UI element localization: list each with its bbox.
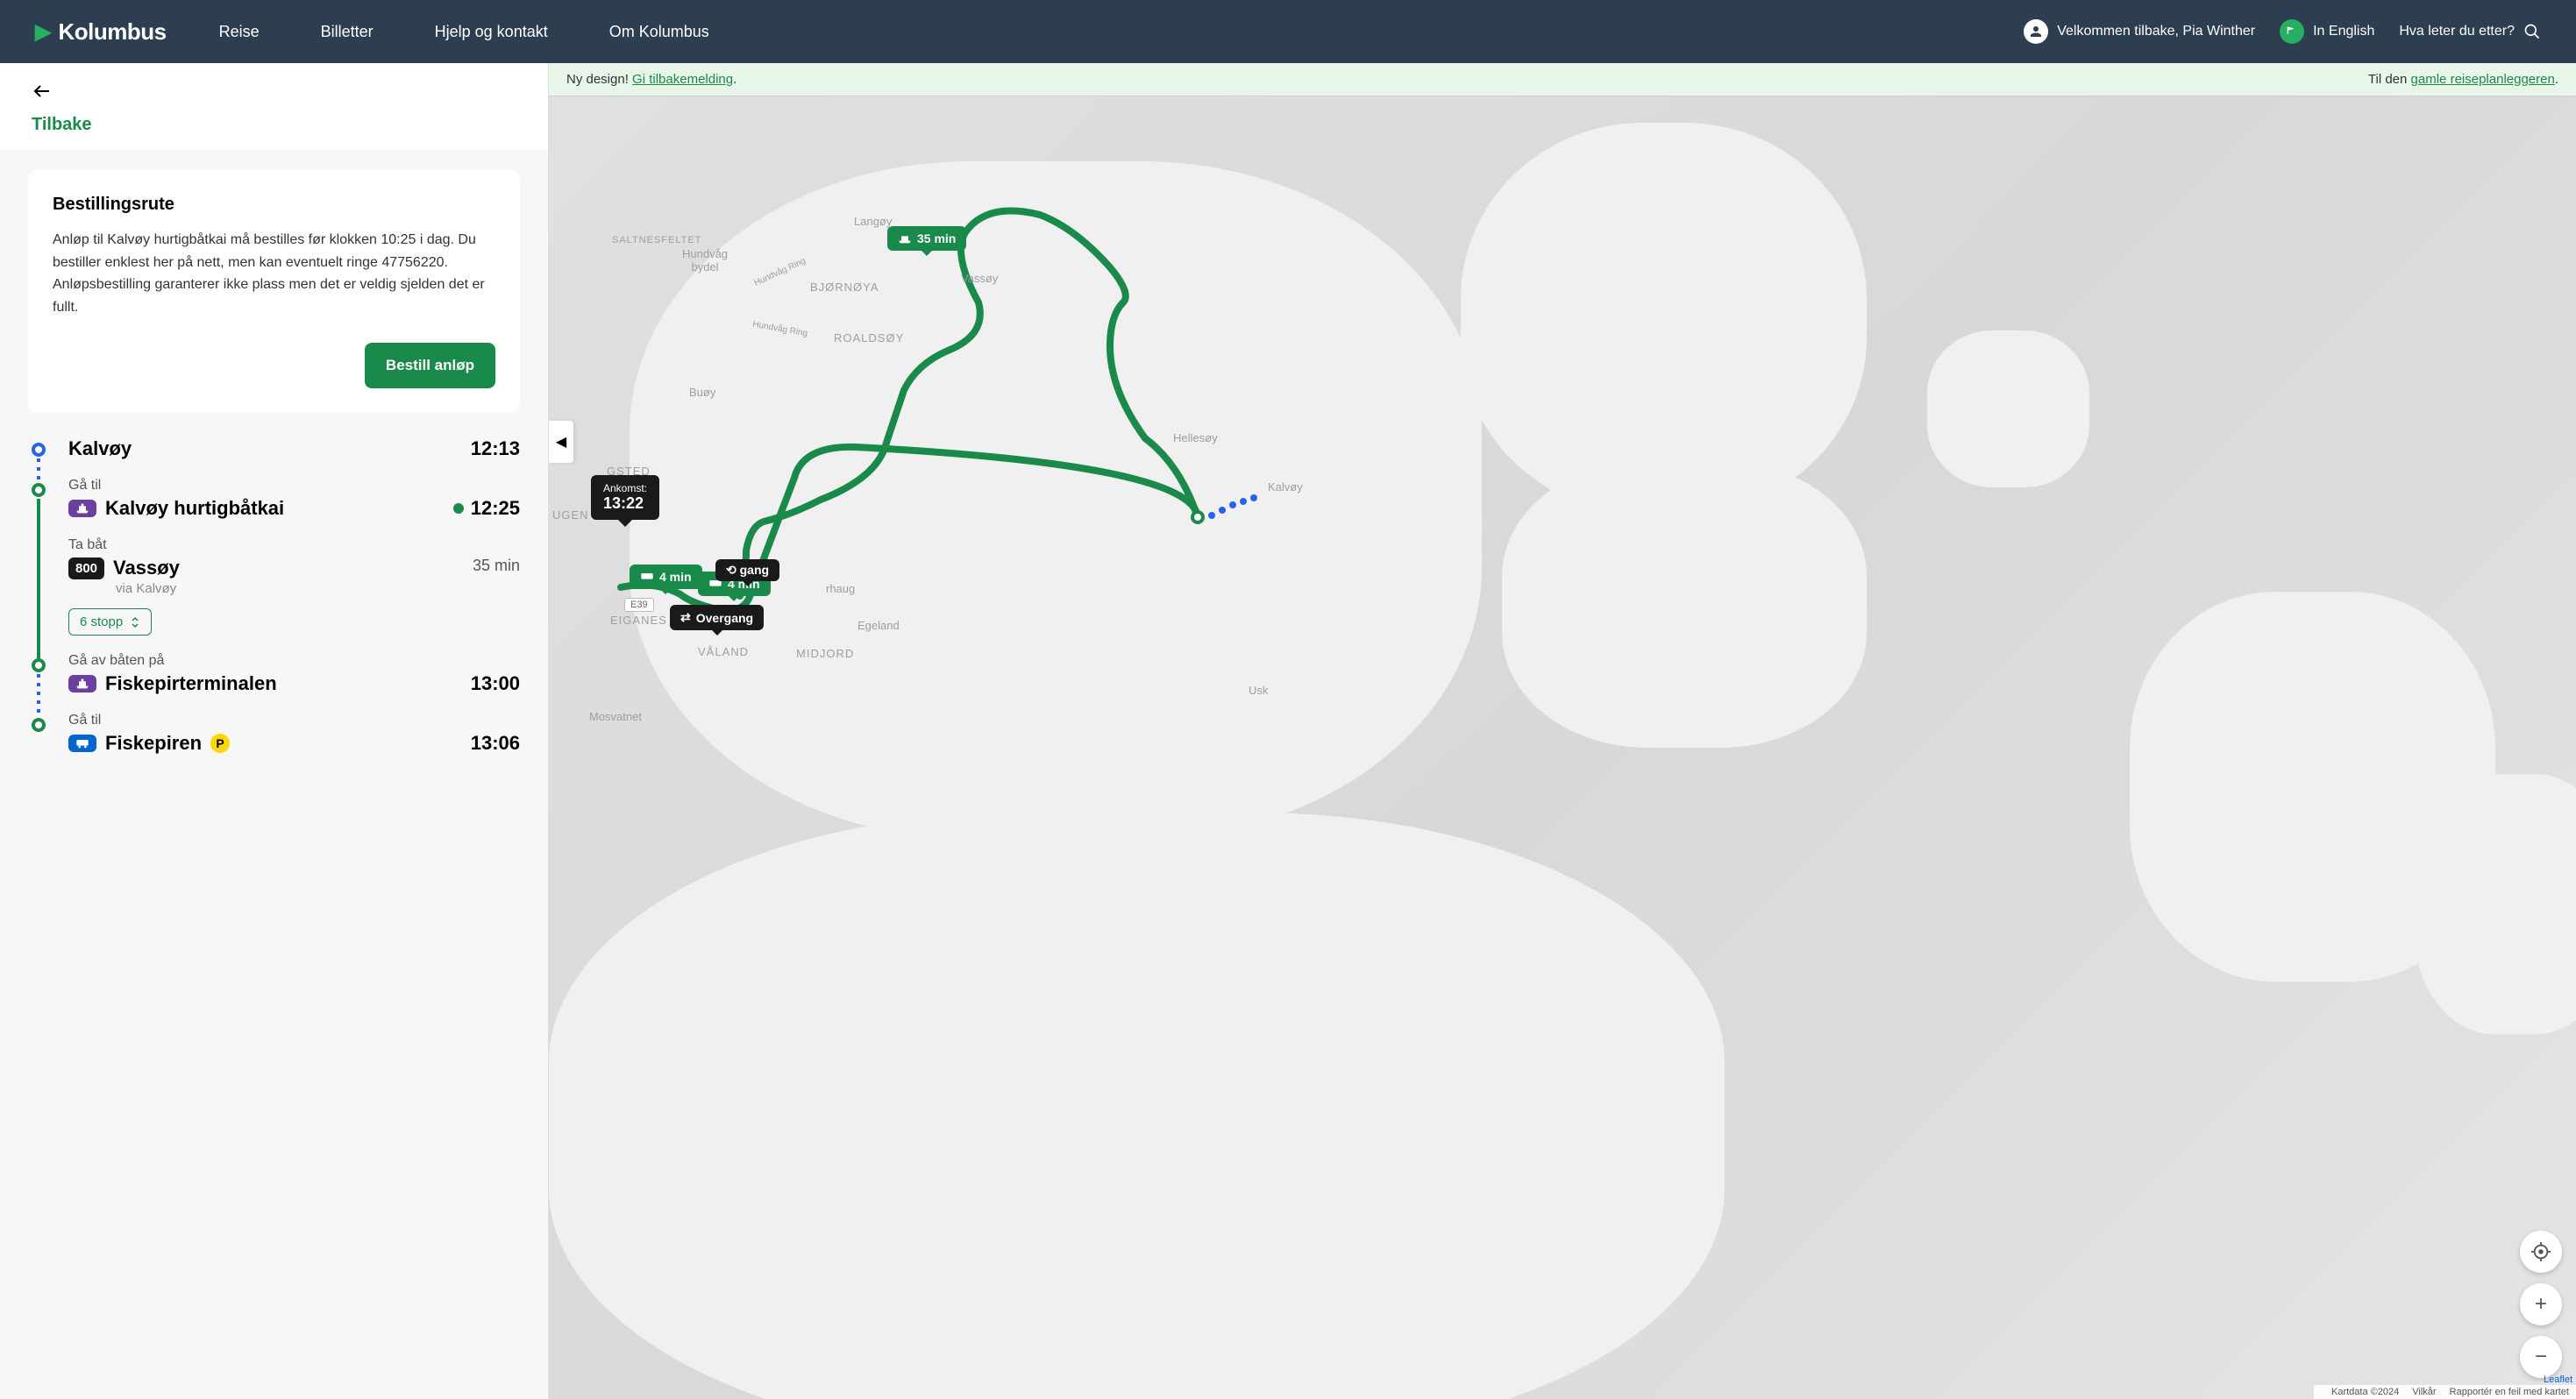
ferry-icon — [68, 500, 96, 517]
info-card-title: Bestillingsrute — [53, 195, 495, 215]
boat-label: Ta båt — [68, 537, 520, 553]
booking-info-card: Bestillingsrute Anløp til Kalvøy hurtigb… — [28, 170, 520, 413]
map-label: VÅLAND — [698, 645, 749, 658]
map-label: Vassøy — [961, 272, 998, 285]
bus-icon — [640, 572, 654, 582]
alight-label: Gå av båten på — [68, 653, 520, 669]
quay-name: Kalvøy hurtigbåtkai — [105, 497, 284, 520]
alight-name: Fiskepirterminalen — [105, 672, 277, 695]
nav-reise[interactable]: Reise — [219, 23, 260, 41]
parking-badge-icon: P — [210, 734, 230, 753]
quay-time: 12:25 — [471, 497, 520, 520]
nav-om[interactable]: Om Kolumbus — [609, 23, 709, 41]
boat-destination: Vassøy — [113, 557, 180, 579]
back-label: Tilbake — [32, 115, 516, 135]
logo[interactable]: ▶ Kolumbus — [35, 18, 167, 46]
map-label: Mosvatnet — [589, 710, 642, 723]
fiskepiren-time: 13:06 — [471, 732, 520, 755]
origin-name: Kalvøy — [68, 437, 132, 460]
welcome-text: Velkommen tilbake, Pia Winther — [2057, 24, 2255, 39]
trip-details-panel: Tilbake Bestillingsrute Anløp til Kalvøy… — [0, 63, 549, 1399]
map-label: Langøy — [854, 215, 892, 228]
walk-label-2: Gå til — [68, 713, 520, 728]
main-nav: Reise Billetter Hjelp og kontakt Om Kolu… — [219, 23, 2025, 41]
stops-expand-button[interactable]: 6 stopp — [68, 608, 152, 636]
chevron-updown-icon — [130, 616, 140, 628]
stop-marker-icon — [32, 483, 46, 497]
boat-duration: 35 min — [473, 557, 520, 575]
transfer-badge: ⟲ Overganggang — [715, 559, 779, 581]
nav-billetter[interactable]: Billetter — [321, 23, 374, 41]
map-attribution: Kartdata ©2024 Vilkår Rapportér en feil … — [2314, 1385, 2576, 1399]
kalvoy-start-marker — [1191, 510, 1205, 524]
step-walk-to-fiskepiren: Gå til Fiskepiren P 13:06 — [28, 713, 520, 772]
transfer-badge: ⇄ Overgang — [670, 605, 764, 630]
map-canvas[interactable]: Langøy BJØRNØYA Vassøy ROALDSØY Hellesøy… — [549, 96, 2576, 1399]
boat-duration-badge: 35 min — [887, 226, 966, 251]
order-button[interactable]: Bestill anløp — [365, 343, 495, 388]
journey-steps: Kalvøy 12:13 Gå til — [0, 434, 548, 800]
nav-hjelp[interactable]: Hjelp og kontakt — [435, 23, 548, 41]
language-toggle[interactable]: In English — [2280, 19, 2374, 44]
line-badge: 800 — [68, 557, 104, 579]
search-icon — [2523, 23, 2541, 40]
search-label: Hva leter du etter? — [2399, 24, 2515, 39]
map-label: SALTNESFELTET — [612, 235, 701, 245]
logo-icon: ▶ — [35, 19, 51, 45]
info-card-text: Anløp til Kalvøy hurtigbåtkai må bestill… — [53, 229, 495, 318]
map-controls: + − — [2520, 1231, 2562, 1378]
flag-icon — [2280, 19, 2304, 44]
map-label: Buøy — [689, 386, 715, 399]
map-banner: Ny design! Gi tilbakemelding. Til den ga… — [549, 63, 2576, 96]
locate-button[interactable] — [2520, 1231, 2562, 1273]
search[interactable]: Hva leter du etter? — [2399, 23, 2541, 40]
language-label: In English — [2313, 24, 2374, 39]
step-walk-to-quay: Gå til Kalvøy hurtigbåtkai 12:25 — [28, 478, 520, 537]
walk-label: Gå til — [68, 478, 520, 494]
map-label: UGEN — [552, 508, 589, 522]
map-label: Egeland — [857, 619, 900, 632]
user-avatar-icon — [2024, 19, 2048, 44]
arrival-tooltip: Ankomst: 13:22 — [591, 475, 659, 520]
map-label: Hundvåg bydel — [682, 247, 728, 273]
stop-marker-icon — [32, 658, 46, 672]
zoom-out-button[interactable]: − — [2520, 1336, 2562, 1378]
header: ▶ Kolumbus Reise Billetter Hjelp og kont… — [0, 0, 2576, 63]
bus-duration-badge: 4 min — [630, 565, 702, 589]
realtime-indicator-icon — [453, 503, 464, 514]
step-origin: Kalvøy 12:13 — [28, 437, 520, 478]
fiskepiren-name: Fiskepiren — [105, 732, 202, 755]
boat-via: via Kalvøy — [116, 581, 180, 596]
step-boat: Ta båt 800 Vassøy via Kalvøy 35 min 6 st… — [28, 537, 520, 653]
bus-icon — [68, 735, 96, 752]
map-area: Ny design! Gi tilbakemelding. Til den ga… — [549, 63, 2576, 1399]
stop-marker-icon — [32, 718, 46, 732]
road-badge: E39 — [624, 598, 654, 612]
map-label: Hellesøy — [1173, 431, 1218, 444]
logo-text: Kolumbus — [58, 18, 166, 46]
leaflet-link[interactable]: Leaflet — [2544, 1374, 2572, 1385]
zoom-in-button[interactable]: + — [2520, 1283, 2562, 1325]
ferry-icon — [898, 233, 912, 244]
back-button[interactable] — [32, 81, 53, 108]
old-planner-link[interactable]: gamle reiseplanleggeren — [2411, 72, 2555, 87]
origin-marker-icon — [32, 443, 46, 457]
map-label: EIGANES — [610, 614, 667, 627]
map-label: ROALDSØY — [834, 331, 904, 344]
step-alight: Gå av båten på Fiskepirterminalen 13:00 — [28, 653, 520, 713]
ferry-icon — [68, 675, 96, 692]
map-label: rhaug — [826, 582, 855, 595]
map-label: Usk — [1249, 684, 1268, 697]
origin-time: 12:13 — [471, 437, 520, 460]
alight-time: 13:00 — [471, 672, 520, 695]
map-label: Kalvøy — [1268, 480, 1303, 494]
collapse-sidebar-button[interactable]: ◀ — [549, 421, 573, 463]
map-label: MIDJORD — [796, 647, 854, 660]
user-menu[interactable]: Velkommen tilbake, Pia Winther — [2024, 19, 2255, 44]
feedback-link[interactable]: Gi tilbakemelding — [632, 72, 733, 87]
map-label: BJØRNØYA — [810, 281, 879, 294]
